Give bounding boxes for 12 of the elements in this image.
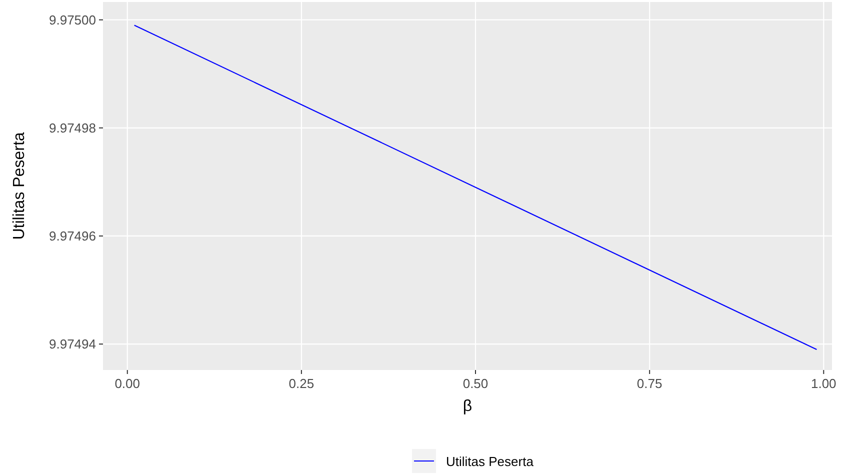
x-tick-label: 0.50 xyxy=(462,376,488,391)
y-tick-label: 9.97500 xyxy=(49,12,96,28)
y-tick-label: 9.97496 xyxy=(49,228,96,244)
x-tick-label: 0.75 xyxy=(636,376,662,391)
y-tick-label: 9.97494 xyxy=(49,336,96,352)
x-axis-title: β xyxy=(462,398,472,415)
x-tick-label: 0.25 xyxy=(288,376,314,391)
y-axis-title: Utilitas Peserta xyxy=(11,132,28,240)
y-tick-label: 9.97498 xyxy=(49,120,96,136)
x-tick-label: 0.00 xyxy=(114,376,140,391)
legend-label: Utilitas Peserta xyxy=(446,454,534,469)
x-tick-label: 1.00 xyxy=(810,376,836,391)
